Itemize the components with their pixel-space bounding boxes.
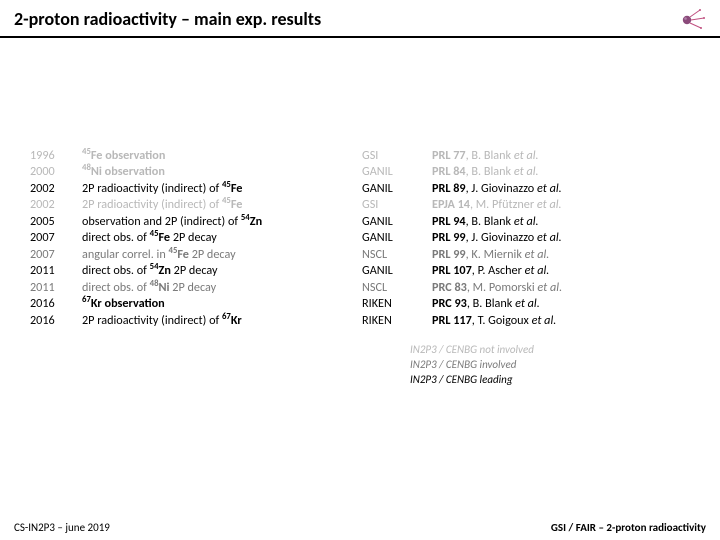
description-cell: direct obs. of 54Zn 2P decay [82,263,362,279]
year-cell: 2002 [30,197,82,213]
description-cell: 2P radioactivity (indirect) of 45Fe [82,181,362,197]
footer-left: CS-IN2P3 – june 2019 [14,521,110,534]
description-cell: direct obs. of 48Ni 2P decay [82,280,362,296]
legend-item: IN2P3 / CENBG not involved [410,343,720,358]
table-row: 2005observation and 2P (indirect) of 54Z… [30,214,698,230]
table-row: 20022P radioactivity (indirect) of 45FeG… [30,181,698,197]
reference-cell: PRC 83, M. Pomorski et al. [432,280,698,296]
year-cell: 2005 [30,214,82,230]
description-cell: 48Ni observation [82,164,362,180]
reference-cell: PRL 84, B. Blank et al. [432,164,698,180]
facility-cell: RIKEN [362,296,432,312]
facility-cell: GANIL [362,230,432,246]
reference-cell: PRL 89, J. Giovinazzo et al. [432,181,698,197]
description-cell: 45Fe observation [82,148,362,164]
reference-cell: PRL 107, P. Ascher et al. [432,263,698,279]
year-cell: 2007 [30,230,82,246]
footer: CS-IN2P3 – june 2019 GSI / FAIR – 2-prot… [0,521,720,534]
facility-cell: RIKEN [362,313,432,329]
table-row: 2011direct obs. of 54Zn 2P decayGANILPRL… [30,263,698,279]
results-table: 199645Fe observationGSIPRL 77, B. Blank … [0,38,720,329]
year-cell: 2016 [30,296,82,312]
reference-cell: PRL 77, B. Blank et al. [432,148,698,164]
facility-cell: NSCL [362,247,432,263]
legend: IN2P3 / CENBG not involvedIN2P3 / CENBG … [0,343,720,388]
footer-right: GSI / FAIR – 2-proton radioactivity [551,521,706,534]
table-row: 200048Ni observationGANILPRL 84, B. Blan… [30,164,698,180]
reference-cell: PRL 99, J. Giovinazzo et al. [432,230,698,246]
year-cell: 2007 [30,247,82,263]
facility-cell: GANIL [362,164,432,180]
year-cell: 2000 [30,164,82,180]
reference-cell: PRL 99, K. Miernik et al. [432,247,698,263]
facility-cell: GANIL [362,263,432,279]
page-title: 2-proton radioactivity – main exp. resul… [14,8,321,30]
description-cell: angular correl. in 45Fe 2P decay [82,247,362,263]
table-row: 2011direct obs. of 48Ni 2P decayNSCLPRC … [30,280,698,296]
table-row: 20162P radioactivity (indirect) of 67KrR… [30,313,698,329]
table-row: 201667Kr observationRIKENPRC 93, B. Blan… [30,296,698,312]
table-row: 2007direct obs. of 45Fe 2P decayGANILPRL… [30,230,698,246]
title-bar: 2-proton radioactivity – main exp. resul… [0,0,720,38]
table-row: 2007angular correl. in 45Fe 2P decayNSCL… [30,247,698,263]
legend-item: IN2P3 / CENBG involved [410,358,720,373]
description-cell: direct obs. of 45Fe 2P decay [82,230,362,246]
year-cell: 2016 [30,313,82,329]
facility-cell: GANIL [362,214,432,230]
year-cell: 2011 [30,263,82,279]
facility-cell: GSI [362,148,432,164]
legend-item: IN2P3 / CENBG leading [410,373,720,388]
year-cell: 1996 [30,148,82,164]
description-cell: 2P radioactivity (indirect) of 67Kr [82,313,362,329]
reference-cell: PRL 117, T. Goigoux et al. [432,313,698,329]
facility-cell: GSI [362,197,432,213]
table-row: 199645Fe observationGSIPRL 77, B. Blank … [30,148,698,164]
description-cell: observation and 2P (indirect) of 54Zn [82,214,362,230]
facility-cell: GANIL [362,181,432,197]
year-cell: 2011 [30,280,82,296]
description-cell: 2P radioactivity (indirect) of 45Fe [82,197,362,213]
reference-cell: PRC 93, B. Blank et al. [432,296,698,312]
table-row: 20022P radioactivity (indirect) of 45FeG… [30,197,698,213]
facility-cell: NSCL [362,280,432,296]
description-cell: 67Kr observation [82,296,362,312]
year-cell: 2002 [30,181,82,197]
logo-icon [678,9,706,29]
reference-cell: EPJA 14, M. Pfützner et al. [432,197,698,213]
reference-cell: PRL 94, B. Blank et al. [432,214,698,230]
